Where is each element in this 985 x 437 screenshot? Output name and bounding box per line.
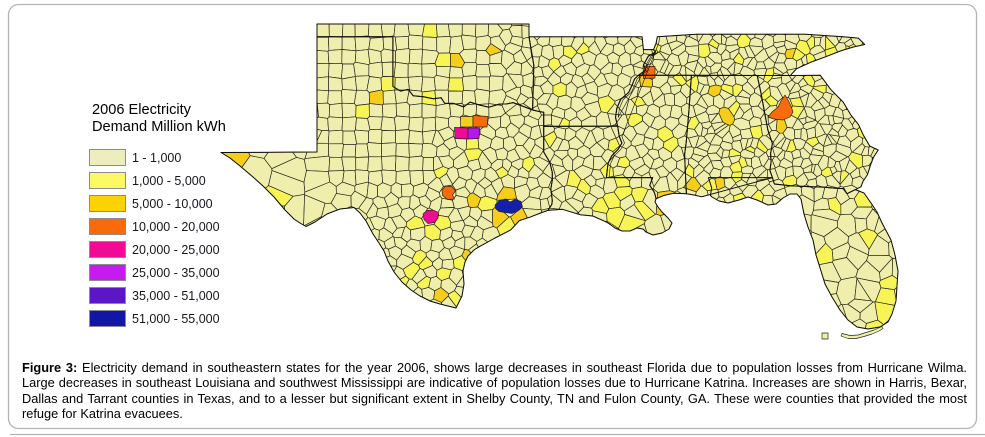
svg-text:Demand Million kWh: Demand Million kWh [92,119,226,135]
svg-text:10,000 - 20,000: 10,000 - 20,000 [132,220,220,234]
svg-text:20,000 - 25,000: 20,000 - 25,000 [132,243,220,257]
svg-text:35,000 - 51,000: 35,000 - 51,000 [132,289,220,303]
svg-text:1 - 1,000: 1 - 1,000 [132,151,181,165]
svg-text:51,000 - 55,000: 51,000 - 55,000 [132,312,220,326]
svg-text:5,000 - 10,000: 5,000 - 10,000 [132,197,213,211]
svg-text:25,000 - 35,000: 25,000 - 35,000 [132,266,220,280]
svg-text:2006 Electricity: 2006 Electricity [92,102,192,118]
svg-text:1,000 - 5,000: 1,000 - 5,000 [132,174,206,188]
